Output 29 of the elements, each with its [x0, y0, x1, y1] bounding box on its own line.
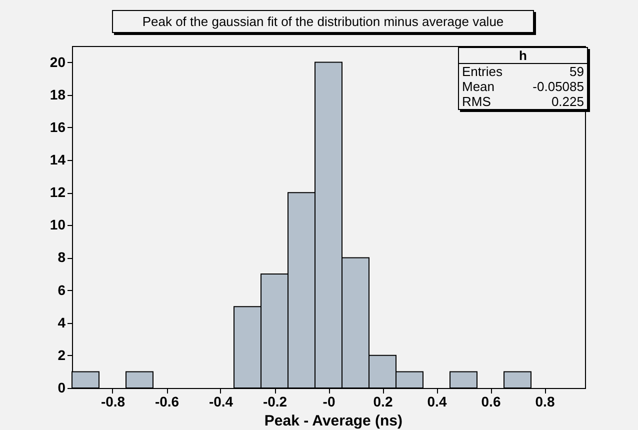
y-tick-label: 16: [50, 118, 66, 135]
y-tick-label: 2: [58, 346, 66, 363]
chart-title: Peak of the gaussian fit of the distribution minus average value: [112, 10, 534, 33]
x-axis-title: Peak - Average (ns): [264, 412, 402, 430]
y-tick-label: 12: [50, 184, 66, 200]
annotation: RMS: [462, 94, 491, 109]
x-tick-label: -0: [322, 394, 336, 410]
annotation: 0.225: [551, 94, 584, 109]
x-tick-label: -0.2: [262, 394, 288, 410]
y-tick-label: 14: [50, 152, 66, 168]
annotation: h: [459, 48, 587, 64]
y-tick-label: 10: [50, 216, 66, 233]
y-tick-label: 8: [58, 249, 66, 266]
annotation: Entries: [462, 64, 502, 79]
x-tick-label: 0.8: [535, 394, 555, 410]
y-tick-label: 6: [58, 282, 66, 298]
y-tick-label: 0: [58, 380, 66, 396]
x-tick-label: -0.4: [208, 394, 234, 410]
x-tick-label: 0.4: [427, 394, 447, 410]
y-tick-label: 18: [50, 86, 66, 102]
y-tick-label: 4: [58, 314, 66, 330]
y-tick-label: 20: [50, 54, 66, 70]
x-tick-label: -0.8: [100, 394, 126, 410]
annotation: 59: [570, 64, 584, 79]
x-tick-label: 0.6: [481, 394, 501, 410]
x-tick-label: -0.6: [154, 394, 180, 410]
annotation: Mean: [462, 79, 495, 94]
annotation: -0.05085: [532, 79, 584, 94]
x-tick-label: 0.2: [373, 394, 393, 410]
